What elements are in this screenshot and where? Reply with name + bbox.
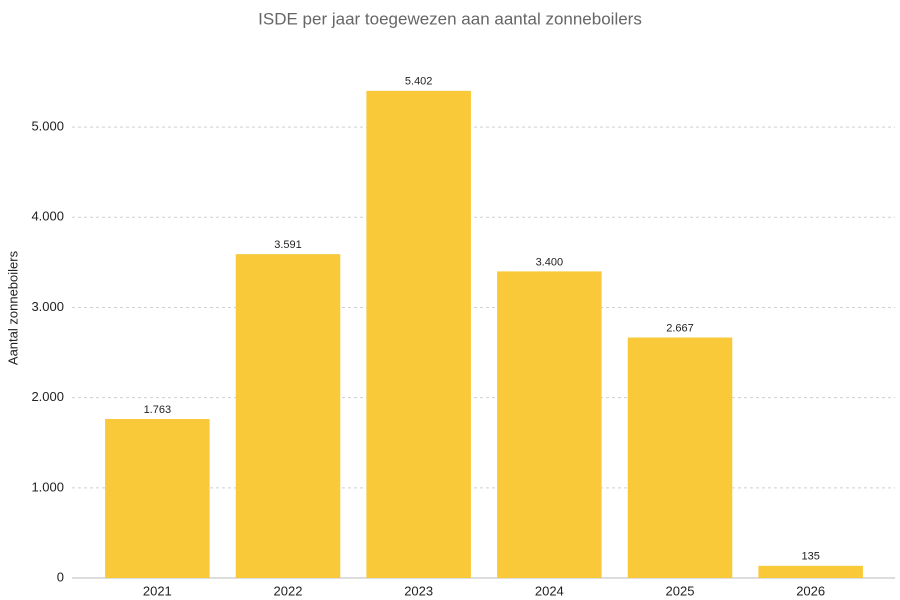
y-tick-label: 1.000 bbox=[31, 479, 64, 494]
data-label: 1.763 bbox=[144, 404, 172, 416]
data-label: 135 bbox=[801, 551, 819, 563]
x-tick-label: 2021 bbox=[143, 583, 172, 598]
x-tick-label: 2025 bbox=[666, 583, 695, 598]
data-label: 3.400 bbox=[536, 256, 564, 268]
bar bbox=[105, 419, 210, 578]
bar bbox=[366, 90, 471, 578]
x-tick-label: 2026 bbox=[796, 583, 825, 598]
x-tick-label: 2023 bbox=[404, 583, 433, 598]
y-tick-label: 0 bbox=[57, 569, 64, 584]
y-tick-label: 4.000 bbox=[31, 209, 64, 224]
data-label: 5.402 bbox=[405, 76, 433, 88]
data-label: 2.667 bbox=[666, 322, 694, 334]
x-tick-label: 2022 bbox=[274, 583, 303, 598]
y-tick-label: 3.000 bbox=[31, 299, 64, 314]
y-tick-label: 5.000 bbox=[31, 119, 64, 134]
bar bbox=[497, 271, 602, 578]
bar bbox=[758, 565, 863, 578]
bar bbox=[235, 254, 341, 578]
x-tick-label: 2024 bbox=[535, 583, 564, 598]
chart-title: ISDE per jaar toegewezen aan aantal zonn… bbox=[258, 9, 642, 28]
bar bbox=[627, 337, 733, 578]
data-label: 3.591 bbox=[274, 239, 302, 251]
y-axis-label: Aantal zonneboilers bbox=[5, 250, 20, 365]
y-tick-label: 2.000 bbox=[31, 389, 64, 404]
